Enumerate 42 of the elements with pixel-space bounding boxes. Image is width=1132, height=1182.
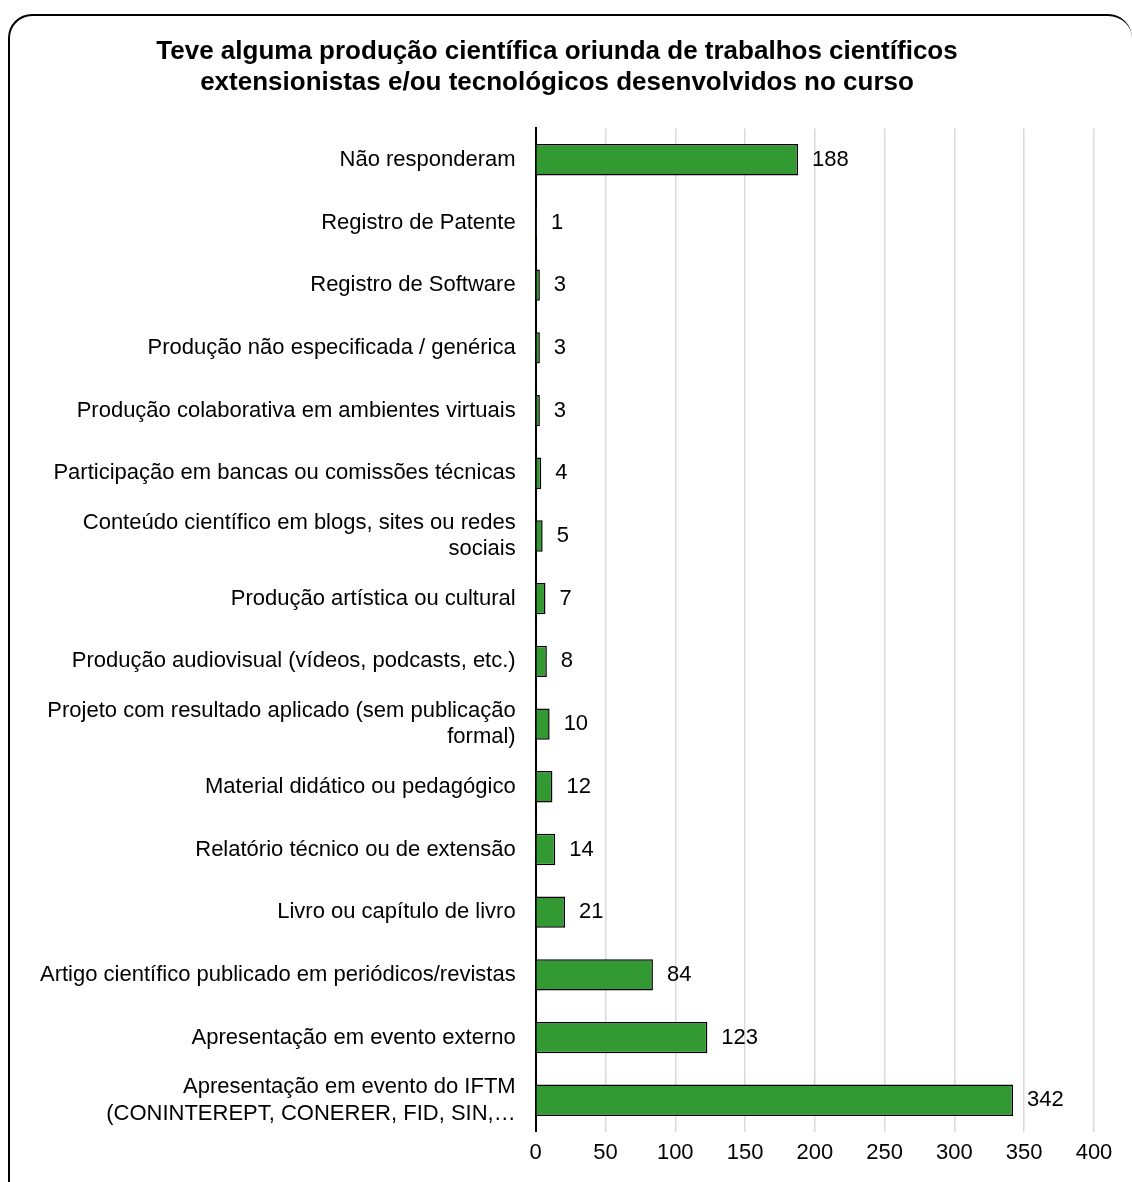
data-label: 8 bbox=[560, 647, 574, 673]
y-tick-label: Livro ou capítulo de livro bbox=[277, 898, 516, 924]
y-tick-label: Relatório técnico ou de extensão bbox=[195, 835, 516, 861]
data-label: 84 bbox=[666, 960, 692, 986]
data-label: 10 bbox=[563, 710, 589, 736]
y-tick-label: Registro de Software bbox=[310, 271, 516, 297]
data-label: 342 bbox=[1027, 1086, 1064, 1112]
data-label: 7 bbox=[559, 584, 572, 610]
data-label: 1 bbox=[551, 208, 564, 234]
data-label: 3 bbox=[553, 396, 567, 422]
data-label: 3 bbox=[553, 333, 567, 359]
data-label: 4 bbox=[555, 459, 568, 485]
x-tick-label: 0 bbox=[529, 1138, 542, 1164]
y-tick-label: Conteúdo científico em blogs, sites ou redes sociais bbox=[82, 508, 516, 561]
data-label: 21 bbox=[578, 898, 604, 924]
y-tick-label: Produção audiovisual (vídeos, podcasts, etc.) bbox=[71, 647, 516, 673]
y-tick-label: Produção colaborativa em ambientes virtuais bbox=[76, 396, 516, 422]
y-tick-label: Projeto com resultado aplicado (sem publicação formal) bbox=[47, 696, 516, 749]
y-tick-label: Artigo científico publicado em periódicos/revistas bbox=[39, 960, 516, 986]
y-tick-label: Não responderam bbox=[339, 145, 516, 171]
x-tick-label: 250 bbox=[866, 1138, 903, 1164]
y-tick-label: Registro de Patente bbox=[321, 208, 516, 234]
y-tick-label: Produção artística ou cultural bbox=[230, 584, 516, 610]
x-tick-label: 200 bbox=[796, 1138, 834, 1164]
x-tick-label: 150 bbox=[726, 1138, 764, 1164]
y-tick-label: Apresentação em evento do IFTM (CONINTEREPT, CONERER, FID, SIN,… bbox=[106, 1073, 516, 1125]
y-tick-label: Participação em bancas ou comissões técnicas bbox=[53, 459, 516, 485]
data-label: 3 bbox=[553, 271, 567, 297]
y-tick-label: Material didático ou pedagógico bbox=[205, 772, 516, 798]
x-tick-label: 300 bbox=[936, 1138, 973, 1164]
x-tick-label: 100 bbox=[656, 1138, 694, 1164]
data-label: 5 bbox=[556, 522, 569, 548]
x-tick-label: 50 bbox=[593, 1138, 618, 1164]
y-tick-label: Produção não especificada / genérica bbox=[147, 333, 517, 359]
chart-title: Teve alguma produção científica oriunda de trabalhos científicos extensionistas e/ou tecnológicos desenvolvidos no curso bbox=[156, 34, 958, 96]
y-tick-label: Apresentação em evento externo bbox=[191, 1023, 516, 1049]
data-label: 14 bbox=[569, 835, 594, 861]
x-tick-label: 400 bbox=[1075, 1138, 1113, 1164]
data-label: 188 bbox=[812, 145, 849, 171]
data-label: 123 bbox=[721, 1023, 759, 1049]
data-label: 12 bbox=[566, 772, 591, 798]
x-tick-label: 350 bbox=[1005, 1138, 1043, 1164]
